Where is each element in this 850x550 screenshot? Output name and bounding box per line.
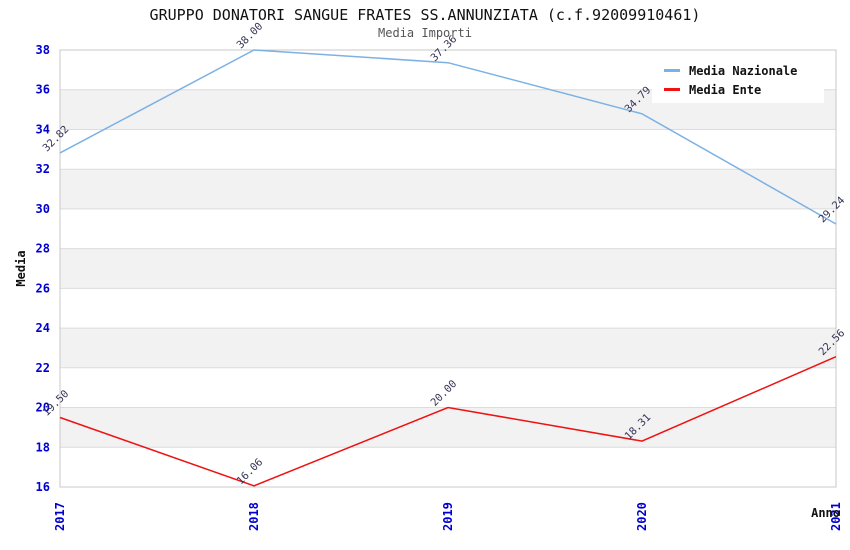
chart-title: GRUPPO DONATORI SANGUE FRATES SS.ANNUNZI… <box>149 6 701 24</box>
legend-item-media-nazionale: Media Nazionale <box>664 61 824 80</box>
series-line-media-ente <box>59 356 837 487</box>
plot-band <box>60 328 836 368</box>
y-tick-label: 26 <box>36 281 50 295</box>
y-tick-label: 32 <box>36 162 50 176</box>
series-line-media-nazionale <box>59 49 837 225</box>
y-tick-label: 38 <box>36 43 50 57</box>
legend-item-media-ente: Media Ente <box>664 80 824 99</box>
y-tick-label: 28 <box>36 242 50 256</box>
plot-band <box>60 407 836 448</box>
x-tick-label: 2021 <box>829 502 843 531</box>
plot-band <box>60 208 836 249</box>
plot-border <box>59 49 837 488</box>
legend: Media Nazionale Media Ente <box>652 57 824 103</box>
chart-subtitle: Media Importi <box>378 26 472 40</box>
y-tick-label: 22 <box>36 361 50 375</box>
y-tick-label: 34 <box>36 123 50 137</box>
y-tick-label: 16 <box>36 480 50 494</box>
y-tick-label: 36 <box>36 83 50 97</box>
plot-band <box>60 169 836 209</box>
plot-band <box>60 248 836 289</box>
plot-band <box>60 288 836 329</box>
legend-swatch-media-ente <box>664 88 680 91</box>
x-tick-label: 2020 <box>635 502 649 531</box>
legend-swatch-media-nazionale <box>664 69 680 72</box>
y-axis-label: Media <box>14 250 28 286</box>
x-tick-label: 2019 <box>441 502 455 531</box>
legend-label-media-ente: Media Ente <box>689 82 762 97</box>
y-tick-label: 30 <box>36 202 50 216</box>
x-axis-label: Anno <box>811 506 840 520</box>
plot-band <box>60 129 836 170</box>
x-tick-label: 2018 <box>247 502 261 531</box>
legend-label-media-nazionale: Media Nazionale <box>689 63 798 78</box>
y-tick-label: 18 <box>36 440 50 454</box>
y-tick-label: 20 <box>36 401 50 415</box>
plot-band <box>60 447 836 487</box>
y-tick-label: 24 <box>36 321 50 335</box>
x-tick-label: 2017 <box>53 502 67 531</box>
plot-band <box>60 367 836 408</box>
